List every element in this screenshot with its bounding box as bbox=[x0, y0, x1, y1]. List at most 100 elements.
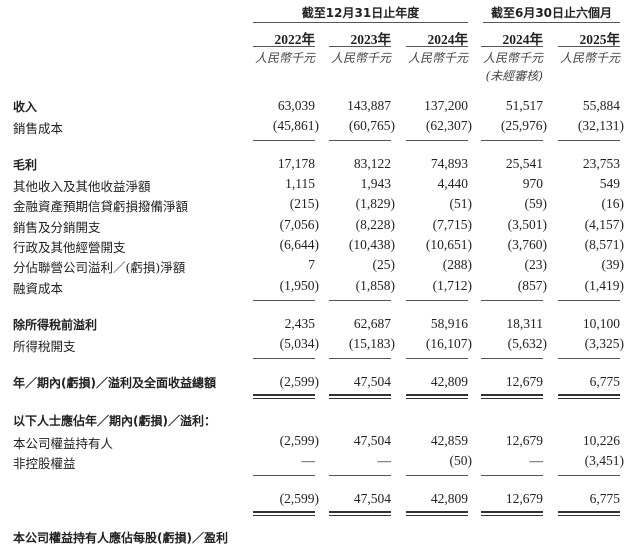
header-group-interim: 截至6月30日止六個月 bbox=[490, 6, 613, 20]
row-value: 42,859 bbox=[430, 433, 468, 448]
row-value: (1,858) bbox=[355, 278, 395, 293]
row-label: 年／期內(虧損)／溢利及全面收益總額 bbox=[13, 376, 216, 390]
row-value: 10,226 bbox=[582, 433, 620, 448]
row-value: (288) bbox=[442, 257, 472, 272]
row-value: (16,107) bbox=[425, 336, 472, 351]
row-value: (16) bbox=[601, 196, 625, 211]
total-double-rule bbox=[406, 511, 468, 516]
row-value: (25,976) bbox=[500, 118, 547, 133]
row-value: 1,115 bbox=[285, 176, 315, 191]
subtotal-rule bbox=[406, 140, 468, 141]
row-label: 非控股權益 bbox=[13, 456, 76, 471]
row-value: (10,651) bbox=[425, 237, 472, 252]
column-year: 2024年 bbox=[427, 32, 469, 47]
row-value: — bbox=[377, 453, 392, 468]
subtotal-rule bbox=[253, 475, 315, 476]
subtotal-rule bbox=[329, 300, 391, 301]
column-rule bbox=[406, 46, 468, 47]
row-label: 銷售成本 bbox=[13, 121, 64, 136]
row-value: (857) bbox=[517, 278, 547, 293]
column-rule bbox=[481, 46, 543, 47]
total-double-rule bbox=[329, 511, 391, 516]
row-value: (10,438) bbox=[348, 237, 395, 252]
row-value: 10,100 bbox=[582, 316, 620, 331]
total-double-rule bbox=[253, 394, 315, 399]
total-double-rule bbox=[558, 511, 620, 516]
row-value: — bbox=[529, 453, 544, 468]
row-value: (39) bbox=[601, 257, 625, 272]
row-value: 63,039 bbox=[277, 98, 315, 113]
row-value: 143,887 bbox=[347, 98, 391, 113]
column-unit: 人民幣千元 bbox=[407, 51, 468, 65]
row-label: 銷售及分銷開支 bbox=[13, 220, 101, 235]
row-value: (25) bbox=[372, 257, 396, 272]
column-rule bbox=[558, 46, 620, 47]
column-year: 2025年 bbox=[579, 32, 621, 47]
row-label: 金融資產預期信貸虧損撥備淨額 bbox=[13, 199, 189, 214]
row-value: 25,541 bbox=[505, 156, 543, 171]
row-value: (59) bbox=[524, 196, 548, 211]
row-value: 47,504 bbox=[353, 374, 391, 389]
row-value: (1,950) bbox=[279, 278, 319, 293]
header-rule bbox=[253, 22, 468, 23]
subtotal-rule bbox=[558, 358, 620, 359]
row-value: 74,893 bbox=[430, 156, 468, 171]
row-value: — bbox=[301, 453, 316, 468]
row-value: (3,760) bbox=[507, 237, 547, 252]
column-year: 2024年 bbox=[502, 32, 544, 47]
row-value: 6,775 bbox=[589, 374, 620, 389]
row-value: 55,884 bbox=[582, 98, 620, 113]
row-value: (1,712) bbox=[432, 278, 472, 293]
subtotal-rule bbox=[481, 475, 543, 476]
column-year: 2022年 bbox=[274, 32, 316, 47]
row-label: 毛利 bbox=[13, 158, 38, 172]
row-value: (23) bbox=[524, 257, 548, 272]
row-value: (2,599) bbox=[279, 433, 319, 448]
row-value: 12,679 bbox=[505, 374, 543, 389]
row-value: (1,419) bbox=[584, 278, 624, 293]
subtotal-rule bbox=[253, 300, 315, 301]
subtotal-rule bbox=[406, 475, 468, 476]
row-value: (5,034) bbox=[279, 336, 319, 351]
row-value: 970 bbox=[522, 176, 543, 191]
row-label: 除所得稅前溢利 bbox=[13, 318, 98, 332]
row-label: 所得稅開支 bbox=[13, 339, 76, 354]
subtotal-rule bbox=[481, 140, 543, 141]
row-label: 融資成本 bbox=[13, 281, 64, 296]
row-value: 18,311 bbox=[506, 316, 543, 331]
total-double-rule bbox=[329, 394, 391, 399]
row-value: (3,501) bbox=[507, 217, 547, 232]
total-double-rule bbox=[558, 394, 620, 399]
subtotal-rule bbox=[329, 140, 391, 141]
total-double-rule bbox=[481, 511, 543, 516]
row-value: (5,632) bbox=[507, 336, 547, 351]
row-value: (6,644) bbox=[279, 237, 319, 252]
column-unit: 人民幣千元 bbox=[482, 51, 543, 65]
row-value: 6,775 bbox=[589, 491, 620, 506]
unaudited-note: (未經審核) bbox=[485, 69, 543, 83]
row-value: 23,753 bbox=[582, 156, 620, 171]
row-value: (7,056) bbox=[279, 217, 319, 232]
row-value: (45,861) bbox=[272, 118, 319, 133]
row-value: 42,809 bbox=[430, 491, 468, 506]
row-value: (1,829) bbox=[355, 196, 395, 211]
row-value: 42,809 bbox=[430, 374, 468, 389]
row-value: 62,687 bbox=[353, 316, 391, 331]
column-rule bbox=[329, 46, 391, 47]
row-value: (2,599) bbox=[279, 491, 319, 506]
header-rule bbox=[483, 22, 620, 23]
row-value: (3,325) bbox=[584, 336, 624, 351]
row-label: 行政及其他經營開支 bbox=[13, 240, 126, 255]
row-value: (3,451) bbox=[584, 453, 624, 468]
row-value: 549 bbox=[599, 176, 620, 191]
column-unit: 人民幣千元 bbox=[330, 51, 391, 65]
row-value: (32,131) bbox=[577, 118, 624, 133]
column-rule bbox=[253, 46, 315, 47]
row-label: 本公司權益持有人 bbox=[13, 436, 114, 451]
row-value: 4,440 bbox=[437, 176, 468, 191]
subtotal-rule bbox=[406, 358, 468, 359]
row-value: (2,599) bbox=[279, 374, 319, 389]
subtotal-rule bbox=[253, 358, 315, 359]
row-value: 12,679 bbox=[505, 433, 543, 448]
